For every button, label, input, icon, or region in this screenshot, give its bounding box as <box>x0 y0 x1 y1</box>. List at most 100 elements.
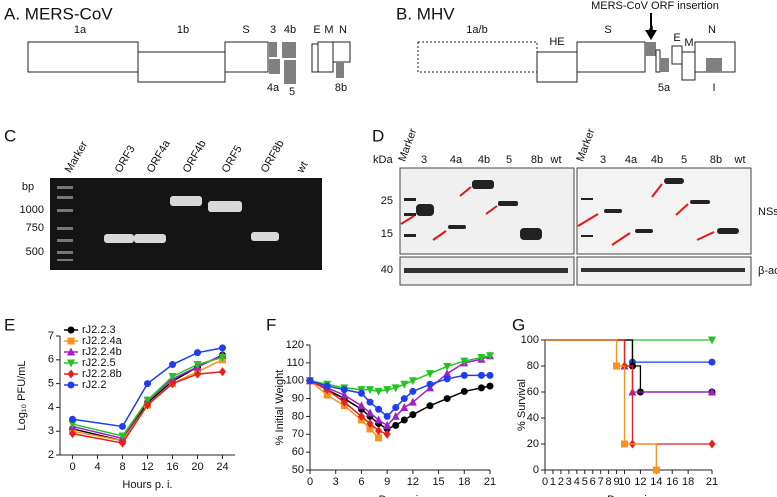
marker <box>391 384 400 393</box>
legend-label: rJ2.2.4b <box>82 346 122 358</box>
gene-box <box>336 62 344 78</box>
legend-label: rJ2.2.4a <box>82 335 123 347</box>
marker <box>426 380 434 388</box>
marker <box>460 357 469 366</box>
lane-label: ORF8b <box>259 138 287 175</box>
y-tick-label: 90 <box>292 392 304 404</box>
gel-bands <box>104 196 279 243</box>
y-tick-label: 2 <box>48 449 54 461</box>
panel-label: E <box>4 315 15 334</box>
size-label: 15 <box>381 228 393 240</box>
annotation: MERS-CoV ORF insertion <box>591 0 719 12</box>
lane-label: 4b <box>478 154 490 166</box>
marker <box>366 398 374 406</box>
marker <box>144 380 151 388</box>
marker <box>426 402 434 410</box>
gene-box <box>137 51 226 83</box>
marker <box>118 432 127 441</box>
gene-label: 8b <box>335 82 347 94</box>
gene-label: HE <box>549 36 564 48</box>
lane-label: 3 <box>421 154 427 166</box>
marker <box>443 369 452 378</box>
x-axis-title: Hours p. i. <box>122 479 172 491</box>
x-tick-label: 15 <box>432 476 444 488</box>
gene-box <box>282 42 296 58</box>
panel-label: C <box>4 126 16 145</box>
size-label: 750 <box>26 222 44 234</box>
y-axis-title: Log₁₀ PFU/mL <box>16 360 28 430</box>
marker <box>383 420 392 429</box>
marker <box>357 411 365 421</box>
gene-box <box>284 60 296 84</box>
y-axis-title: % Initial Weight <box>274 370 286 446</box>
axis-title: kDa <box>373 154 393 166</box>
marker <box>169 379 176 389</box>
lane-label: ORF4a <box>145 137 174 174</box>
legend-marker <box>67 337 75 345</box>
gene-box <box>417 41 538 73</box>
gene-box <box>332 41 351 63</box>
row-label: β-actin <box>758 265 777 277</box>
panel-label: G <box>512 315 525 334</box>
x-tick-label: 24 <box>216 461 228 473</box>
x-axis-title: Days p.i. <box>379 494 422 497</box>
gene-box <box>706 58 722 72</box>
marker <box>375 434 383 442</box>
gene-label: 4a <box>267 82 280 94</box>
series-line <box>72 347 223 428</box>
marker <box>119 438 126 448</box>
gene-label: M <box>684 37 693 49</box>
lane-labels: Marker 3 4a 4b 5 8b wt Marker 3 4a 4b 5 8b wt <box>396 127 745 166</box>
gene-box <box>576 41 646 73</box>
y-tick-label: 7 <box>48 330 54 342</box>
axis-title: bp <box>22 181 34 193</box>
lane-label: wt <box>550 154 562 166</box>
y-tick-label: 100 <box>286 375 304 387</box>
marker <box>383 386 392 395</box>
marker <box>340 390 349 399</box>
x-tick-label: 6 <box>590 476 596 488</box>
gene-box <box>660 58 669 72</box>
marker <box>477 371 485 379</box>
legend-label: rJ2.2.5 <box>82 357 116 369</box>
marker <box>219 367 226 377</box>
marker <box>194 369 201 379</box>
y-tick-label: 60 <box>292 446 304 458</box>
marker <box>400 403 409 411</box>
marker <box>408 377 417 386</box>
gene-label: 1b <box>177 24 189 36</box>
marker <box>460 371 468 379</box>
legend-marker <box>67 369 75 379</box>
gene-box <box>671 45 683 65</box>
x-tick-label: 21 <box>484 476 496 488</box>
legend-marker <box>67 326 75 334</box>
size-label: 500 <box>26 246 44 258</box>
gene-label: E <box>313 24 320 36</box>
gene-label: E <box>673 32 680 44</box>
x-tick-label: 0 <box>307 476 313 488</box>
size-label: 25 <box>381 195 393 207</box>
panel-label: F <box>266 315 276 334</box>
marker <box>375 405 383 413</box>
marker <box>168 372 177 381</box>
chart: G0204060801000123456789101214161821Days … <box>512 315 718 497</box>
gene-box <box>317 41 334 73</box>
panel-title: A. MERS-CoV <box>4 4 113 23</box>
lane-label: 4a <box>450 154 463 166</box>
y-tick-label: 3 <box>48 425 54 437</box>
lane-labels: Marker ORF3 ORF4a ORF4b ORF5 ORF8b wt <box>63 137 311 175</box>
x-tick-label: 7 <box>598 476 604 488</box>
marker <box>219 344 226 352</box>
gene-box <box>224 41 269 73</box>
x-tick-label: 3 <box>333 476 339 488</box>
x-tick-label: 14 <box>650 476 662 488</box>
marker <box>69 415 76 423</box>
x-tick-label: 20 <box>191 461 203 473</box>
lane-label: Marker <box>396 127 419 164</box>
x-tick-label: 18 <box>458 476 470 488</box>
blot-bands <box>404 178 739 240</box>
x-tick-label: 3 <box>566 476 572 488</box>
lane-label: 4a <box>625 154 638 166</box>
marker <box>477 354 486 362</box>
legend-marker <box>67 381 75 389</box>
